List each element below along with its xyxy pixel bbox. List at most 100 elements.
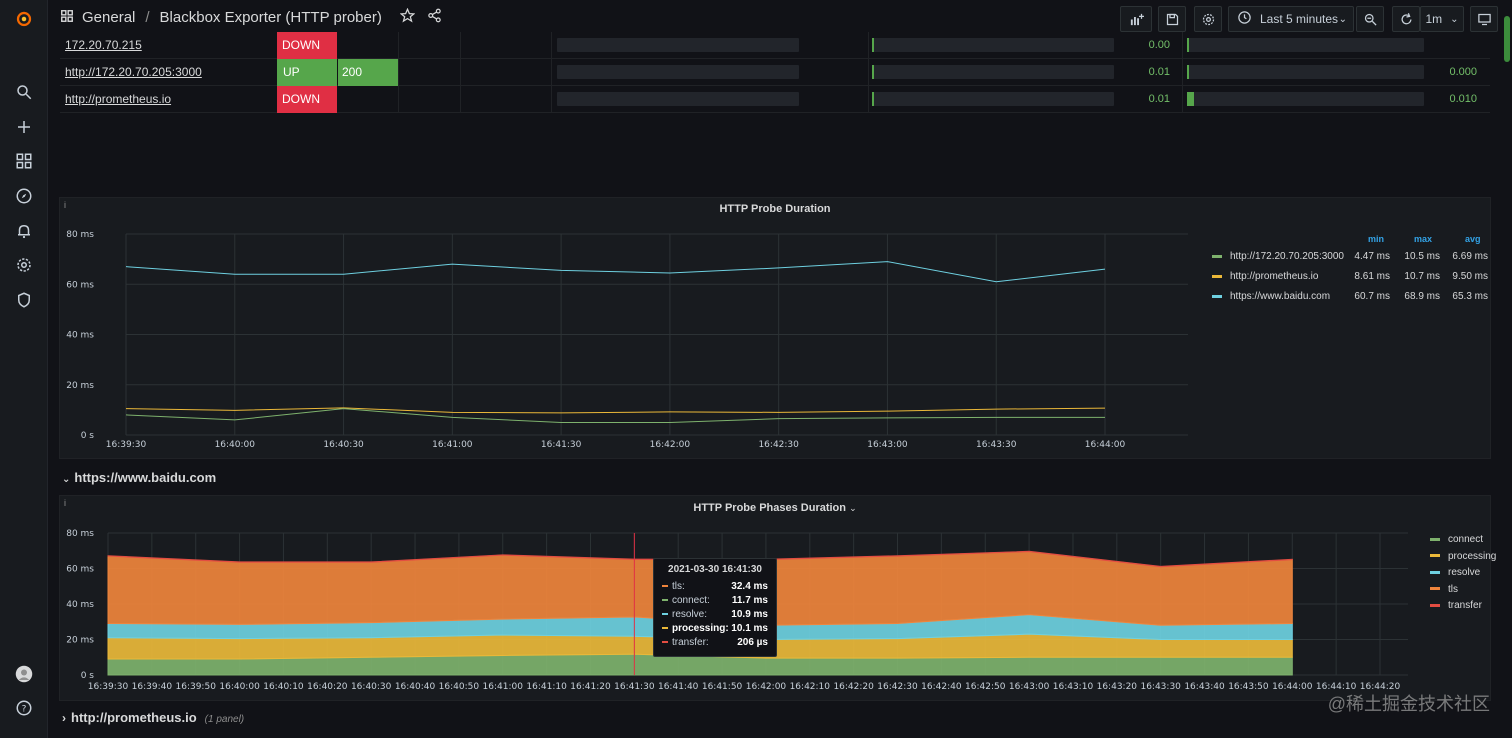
row-header-prometheus[interactable]: › http://prometheus.io (1 panel) [62,710,244,725]
gauge-track [1187,92,1424,106]
legend-swatch [1430,537,1440,541]
svg-text:?: ? [22,704,27,714]
series-line[interactable] [125,261,1106,283]
http-probe-duration-chart[interactable]: 80 ms 60 ms 40 ms 20 ms 0 s 16:39:30 16:40:00 1… [60,218,1200,458]
legend-item[interactable]: connect [1430,533,1483,547]
legend-max: 68.9 ms [1404,291,1440,302]
x-tick-label: 16:41:30 [541,440,582,450]
y-tick-label: 60 ms [66,280,94,290]
save-dashboard-button[interactable] [1158,6,1186,32]
watermark: @稀土掘金技术社区 [1327,694,1490,714]
legend-item[interactable]: https://www.baidu.com 60.7 ms 68.9 ms 65.3 … [1212,290,1492,304]
gauge-fill [872,92,874,106]
x-tick-label: 16:41:00 [483,682,524,692]
time-range-label: Last 5 minutes [1260,12,1339,26]
x-tick-label: 16:41:30 [614,682,655,692]
legend-max: 10.7 ms [1404,271,1440,282]
search-icon[interactable] [12,80,36,104]
legend-header-min[interactable]: min [1368,234,1385,244]
legend-item[interactable]: tls [1430,583,1458,597]
y-tick-label: 0 s [81,431,95,441]
add-panel-button[interactable] [1120,6,1152,32]
legend-header-max[interactable]: max [1414,234,1433,244]
series-line[interactable] [125,407,1106,414]
dashboard-settings-button[interactable] [1194,6,1222,32]
legend-swatch [1212,274,1222,278]
tooltip-row: transfer: 206 µs [662,635,768,649]
legend-item[interactable]: http://172.20.70.205:3000 4.47 ms 10.5 ms 6… [1212,250,1492,264]
column-divider [460,32,461,59]
legend-item[interactable]: processing [1430,550,1496,564]
value-cell [1400,32,1477,59]
refresh-interval-picker[interactable]: 1m ⌄ [1420,6,1464,32]
column-divider [551,59,552,86]
instance-link[interactable]: http://prometheus.io [65,92,172,106]
alerting-bell-icon[interactable] [12,219,36,243]
chart-tooltip: 2021-03-30 16:41:30 tls: 32.4 ms connect: 1… [653,558,777,657]
tooltip-time: 2021-03-30 16:41:30 [668,564,762,575]
instance-link[interactable]: http://172.20.70.205:3000 [65,65,202,79]
page-scrollbar[interactable] [1500,14,1510,714]
series-line[interactable] [125,408,1105,423]
series-area-transfer[interactable] [107,550,1293,568]
page-scrollbar-thumb[interactable] [1504,16,1510,62]
tooltip-value: 10.9 ms [731,608,768,620]
panel-title[interactable]: HTTP Probe Duration [719,203,831,215]
x-tick-label: 16:40:30 [323,440,364,450]
explore-compass-icon[interactable] [12,184,36,208]
legend-item[interactable]: resolve [1430,566,1480,580]
configuration-gear-icon[interactable] [12,253,36,277]
dashboards-apps-icon [60,9,74,27]
tooltip-swatch [662,613,668,615]
gauge-track [557,38,799,52]
column-divider [398,32,399,59]
panel-info-icon[interactable]: i [64,498,66,508]
star-icon[interactable] [399,7,416,27]
user-avatar[interactable] [12,662,36,686]
http-probe-duration-panel[interactable]: i HTTP Probe Duration 80 ms 60 ms 40 ms 20 … [59,197,1491,459]
legend-swatch [1430,603,1440,607]
refresh-button[interactable] [1392,6,1420,32]
status-badge: UP [277,59,337,86]
status-code-badge: 200 [338,59,398,86]
column-divider [460,59,461,86]
x-tick-label: 16:41:50 [702,682,743,692]
help-icon[interactable]: ? [12,696,36,720]
panel-info-icon[interactable]: i [64,200,66,210]
legend-avg: 6.69 ms [1452,251,1488,262]
legend-header-avg[interactable]: avg [1465,234,1481,244]
grafana-logo-icon[interactable] [12,7,36,31]
panel-title[interactable]: HTTP Probe Phases Duration ⌄ [60,502,1490,514]
legend-item[interactable]: transfer [1430,599,1482,613]
chevron-down-icon: ⌄ [1338,13,1347,25]
column-divider [868,59,869,86]
column-divider [1182,32,1183,59]
table-row: http://172.20.70.205:3000 UP 200 0.01 0.000 [60,59,1490,86]
time-picker-button[interactable]: Last 5 minutes ⌄ [1228,6,1354,32]
x-tick-label: 16:41:10 [526,682,567,692]
dashboard-title[interactable]: Blackbox Exporter (HTTP prober) [159,9,382,26]
share-icon[interactable] [427,8,442,27]
x-tick-label: 16:41:00 [432,440,473,450]
x-tick-label: 16:43:10 [1053,682,1094,692]
gauge-track [557,92,799,106]
gauge-track [872,92,1114,106]
instance-link[interactable]: 172.20.70.215 [65,38,142,52]
dashboards-grid-icon[interactable] [12,149,36,173]
x-tick-label: 16:39:50 [176,682,217,692]
x-tick-label: 16:44:00 [1272,682,1313,692]
legend-series-name: connect [1448,534,1484,545]
legend-item[interactable]: http://prometheus.io 8.61 ms 10.7 ms 9.50 m… [1212,270,1492,284]
x-tick-label: 16:40:30 [351,682,392,692]
column-divider [1182,59,1183,86]
create-plus-icon[interactable] [12,115,36,139]
legend-max: 10.5 ms [1404,251,1440,262]
zoom-out-button[interactable] [1356,6,1384,32]
row-header-baidu[interactable]: ⌄ https://www.baidu.com [62,470,216,485]
breadcrumb-folder-link[interactable]: General [82,9,136,26]
chevron-down-icon: ⌄ [62,474,71,485]
cycle-view-mode-button[interactable] [1470,6,1498,32]
legend-series-name: processing [1448,550,1497,562]
x-tick-label: 16:39:30 [106,440,147,450]
server-admin-shield-icon[interactable] [12,288,36,312]
